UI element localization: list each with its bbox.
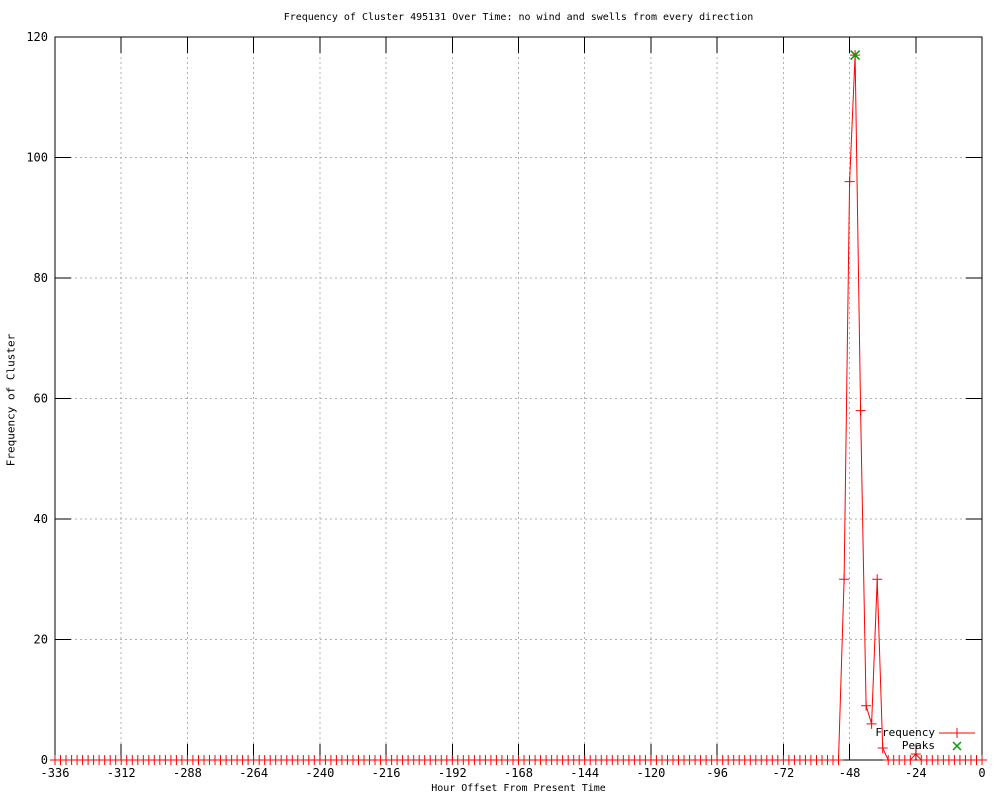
legend-label-peaks: Peaks: [901, 739, 935, 752]
x-tick-label: -336: [41, 766, 70, 780]
y-tick-label: 100: [26, 151, 48, 165]
y-tick-label: 80: [34, 271, 48, 285]
peaks-series: [850, 50, 861, 61]
y-tick-label: 0: [41, 753, 48, 767]
x-tick-label: -312: [107, 766, 136, 780]
frequency-marker-icon: [938, 727, 976, 739]
y-tick-labels: 0 20 40 60 80 100 120: [26, 30, 48, 767]
x-tick-label: -144: [570, 766, 599, 780]
y-tick-label: 40: [34, 512, 48, 526]
gridlines: [55, 37, 982, 760]
legend-label-frequency: Frequency: [875, 726, 935, 739]
x-tick-label: -72: [773, 766, 795, 780]
frequency-point-markers: [50, 50, 987, 765]
x-tick-label: -168: [504, 766, 533, 780]
x-tick-label: -96: [706, 766, 728, 780]
x-tick-label: 0: [978, 766, 985, 780]
peak-marker: [850, 50, 861, 61]
peaks-marker-icon: [938, 740, 976, 752]
legend-item-frequency: Frequency: [875, 726, 976, 739]
x-tick-labels: -336 -312 -288 -264 -240 -216 -192 -168 -144 -120…: [41, 766, 986, 780]
legend: Frequency Peaks: [875, 726, 976, 752]
y-tick-label: 20: [34, 633, 48, 647]
peaks-sample-svg: [952, 740, 962, 751]
chart-title: Frequency of Cluster 495131 Over Time: n…: [283, 12, 754, 23]
y-tick-label: 60: [34, 392, 48, 406]
x-tick-label: -264: [239, 766, 268, 780]
frequency-sample-svg: [939, 727, 975, 738]
y-tick-label: 120: [26, 30, 48, 44]
y-axis-label: Frequency of Cluster: [4, 333, 18, 467]
legend-item-peaks: Peaks: [875, 739, 976, 752]
x-tick-label: -120: [636, 766, 665, 780]
frequency-series: [50, 50, 987, 765]
x-tick-label: -48: [839, 766, 861, 780]
x-tick-label: -240: [305, 766, 334, 780]
x-tick-label: -216: [372, 766, 401, 780]
x-tick-label: -24: [905, 766, 927, 780]
x-tick-label: -192: [438, 766, 467, 780]
x-tick-label: -288: [173, 766, 202, 780]
x-axis-label: Hour Offset From Present Time: [431, 783, 606, 794]
